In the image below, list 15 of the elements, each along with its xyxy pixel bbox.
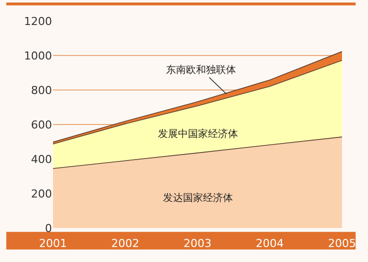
y-tick-label: 600: [31, 118, 52, 132]
series-label: 发达国家经济体: [163, 192, 233, 204]
y-tick-label: 200: [31, 187, 52, 200]
x-tick-label: 2005: [328, 237, 356, 250]
series-label: 发展中国家经济体: [158, 128, 238, 140]
y-tick-label: 1000: [24, 49, 52, 62]
x-tick-label: 2004: [256, 237, 284, 250]
y-tick-label: 1200: [24, 14, 52, 28]
y-tick-label: 0: [45, 222, 52, 235]
x-tick-label: 2003: [184, 237, 212, 250]
series-label: 东南欧和独联体: [166, 64, 236, 76]
x-tick-label: 2001: [39, 237, 67, 250]
y-tick-label: 800: [31, 84, 52, 97]
y-tick-label: 400: [31, 152, 52, 166]
x-tick-label: 2002: [111, 237, 140, 250]
